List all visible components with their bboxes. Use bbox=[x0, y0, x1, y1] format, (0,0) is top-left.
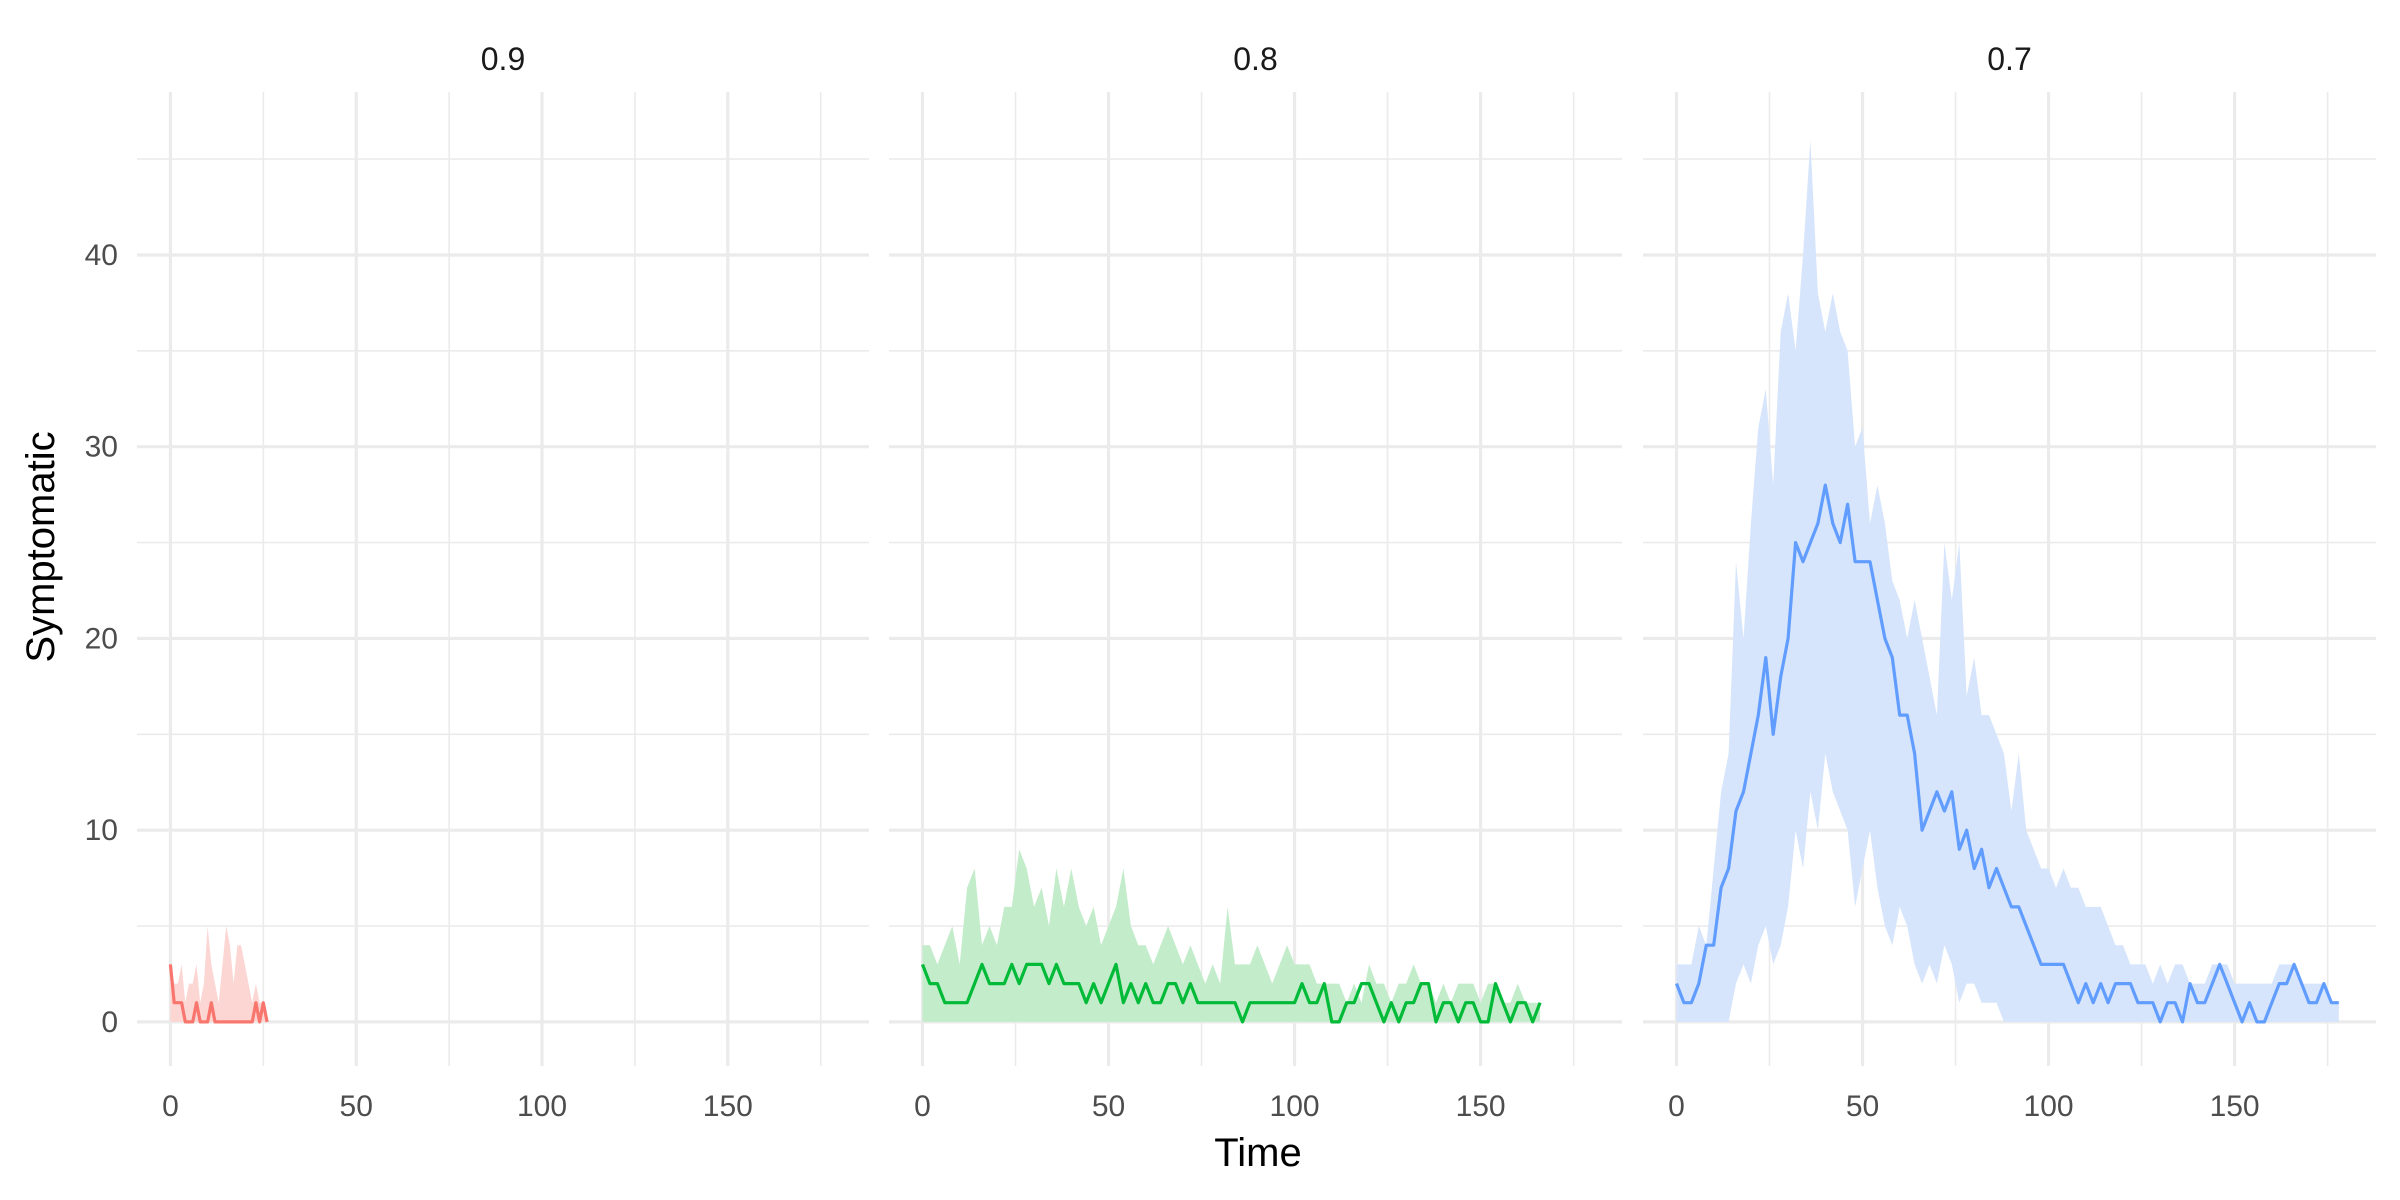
x-tick-label: 50 bbox=[1092, 1090, 1125, 1123]
facet-label: 0.8 bbox=[1233, 41, 1277, 77]
y-tick-label: 20 bbox=[85, 622, 118, 655]
x-tick-label: 50 bbox=[1846, 1090, 1879, 1123]
series-band-0.7 bbox=[1676, 139, 2339, 1022]
y-tick-label: 0 bbox=[101, 1006, 118, 1039]
y-axis-title: Symptomatic bbox=[19, 431, 63, 662]
x-tick-label: 0 bbox=[162, 1090, 179, 1123]
y-tick-label: 10 bbox=[85, 814, 118, 847]
x-tick-label: 100 bbox=[1270, 1090, 1320, 1123]
x-tick-label: 0 bbox=[1668, 1090, 1685, 1123]
x-tick-label: 150 bbox=[2210, 1090, 2260, 1123]
x-tick-label: 150 bbox=[1456, 1090, 1506, 1123]
x-tick-label: 100 bbox=[2024, 1090, 2074, 1123]
y-tick-label: 30 bbox=[85, 431, 118, 464]
series-line-0.9 bbox=[168, 964, 269, 1024]
x-tick-label: 0 bbox=[914, 1090, 931, 1123]
x-tick-label: 150 bbox=[703, 1090, 753, 1123]
x-tick-label: 100 bbox=[517, 1090, 567, 1123]
x-axis-title: Time bbox=[1214, 1131, 1301, 1175]
series-band-0.9 bbox=[170, 926, 268, 1022]
series-line-0.8 bbox=[921, 962, 1542, 1024]
facet-label: 0.9 bbox=[481, 41, 525, 77]
x-tick-label: 50 bbox=[340, 1090, 373, 1123]
facet-label: 0.7 bbox=[1987, 41, 2031, 77]
series-band-0.8 bbox=[922, 849, 1541, 1022]
series-line-0.7 bbox=[1675, 483, 2339, 1024]
y-tick-label: 40 bbox=[85, 239, 118, 272]
